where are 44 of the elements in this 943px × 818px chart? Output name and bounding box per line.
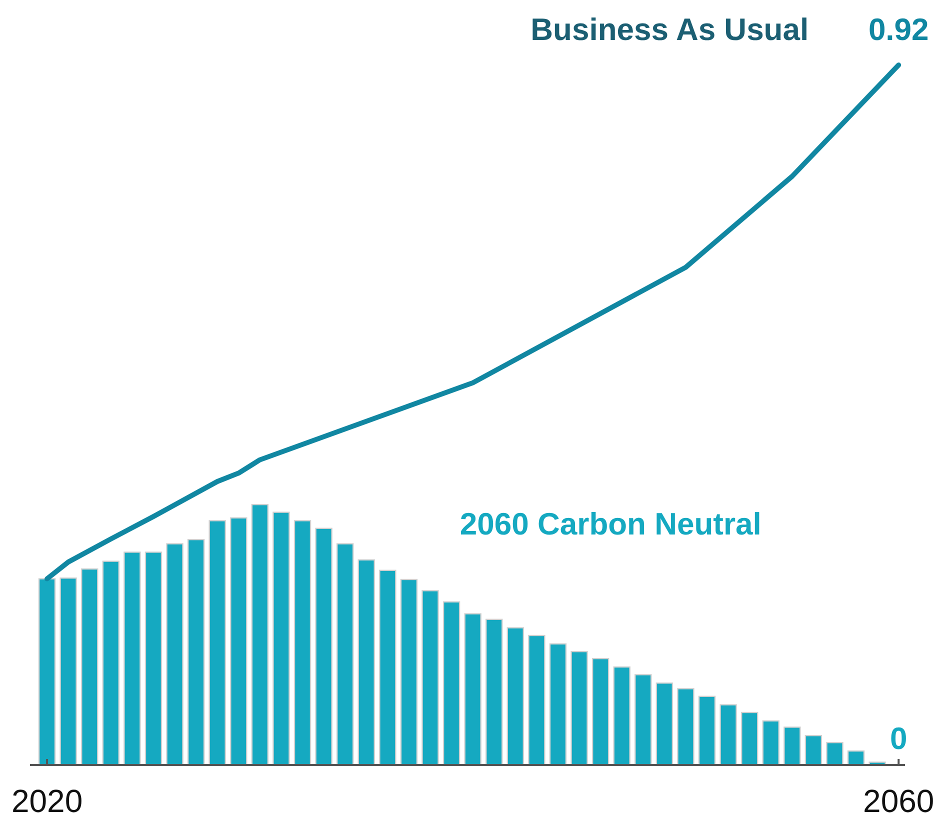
bar [358,559,375,766]
bar [38,578,56,766]
annotation: 0 [890,721,908,756]
bar [166,543,184,766]
bar [400,578,418,766]
bar [656,682,674,766]
text: Business As Usual [530,12,809,47]
bar [251,504,269,766]
bar [634,674,652,766]
bar [570,651,588,766]
bar [187,539,205,766]
bar [379,570,396,766]
bar [208,520,226,766]
bar [740,712,758,766]
bar [230,517,248,766]
bar [336,543,354,766]
bar [784,726,801,766]
bar [762,720,780,766]
bar [102,560,120,766]
bar [442,601,460,766]
x-tick-label: 2060 [863,783,934,818]
bar [804,735,822,766]
bar [464,613,482,766]
bar [613,666,630,766]
bar [720,704,737,766]
bar [486,618,503,766]
bar [592,658,610,766]
bar [698,696,716,766]
bar [506,627,524,766]
bar [81,568,98,766]
bar [294,520,312,766]
annotation: 0.92 [868,12,929,47]
bar [124,552,141,766]
bar [315,528,332,766]
bar [60,578,77,766]
series-label: 2060 Carbon Neutral [460,506,762,542]
bar [422,590,439,766]
x-tick-label: 2020 [11,783,83,818]
bar [677,688,694,766]
bar [826,742,844,766]
bar [549,643,567,766]
bar [144,552,162,766]
bar [272,512,290,766]
bar [528,634,546,766]
